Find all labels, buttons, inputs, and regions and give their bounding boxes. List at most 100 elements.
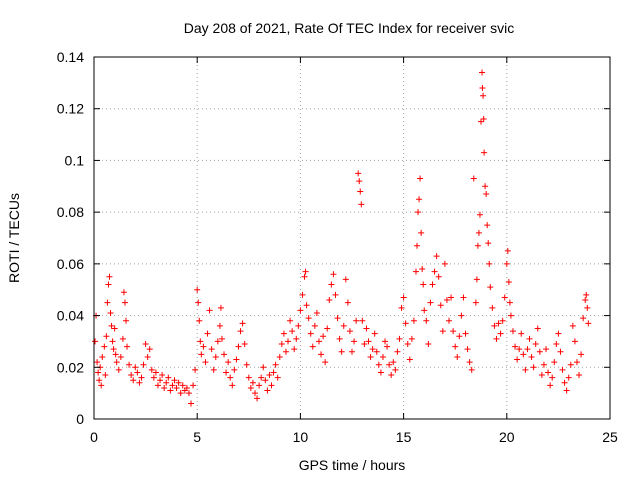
data-point: [375, 361, 382, 368]
data-point: [105, 281, 112, 288]
data-point: [450, 328, 457, 335]
data-point: [563, 387, 570, 394]
data-point: [499, 317, 506, 324]
data-point: [241, 341, 248, 348]
data-point: [474, 242, 481, 249]
data-point: [481, 149, 488, 156]
data-point: [396, 335, 403, 342]
data-point: [549, 374, 556, 381]
data-point: [173, 384, 180, 391]
data-point: [225, 359, 232, 366]
data-point: [506, 299, 513, 306]
x-tick-label: 25: [602, 429, 618, 445]
data-point: [441, 260, 448, 267]
data-point: [138, 374, 145, 381]
data-point: [258, 374, 265, 381]
data-point: [357, 188, 364, 195]
data-point: [247, 384, 254, 391]
data-point: [101, 343, 108, 350]
data-point: [210, 366, 217, 373]
data-point: [163, 379, 170, 386]
y-tick-label: 0: [76, 411, 84, 427]
data-point: [524, 346, 531, 353]
data-point: [583, 291, 590, 298]
data-point: [520, 351, 527, 358]
data-point: [315, 338, 322, 345]
data-point: [382, 338, 389, 345]
data-point: [480, 92, 487, 99]
data-point: [358, 201, 365, 208]
data-point: [361, 341, 368, 348]
data-point: [313, 309, 320, 316]
data-point: [311, 322, 318, 329]
data-point: [482, 183, 489, 190]
data-point: [192, 366, 199, 373]
data-point: [414, 242, 421, 249]
data-point: [412, 268, 419, 275]
data-point: [561, 379, 568, 386]
data-point: [142, 341, 149, 348]
data-point: [435, 273, 442, 280]
data-point: [458, 312, 465, 319]
data-point: [266, 372, 273, 379]
data-point: [555, 330, 562, 337]
data-point: [369, 346, 376, 353]
data-point: [291, 346, 298, 353]
data-point: [475, 229, 482, 236]
data-point: [157, 377, 164, 384]
data-point: [165, 374, 172, 381]
data-point: [332, 291, 339, 298]
data-point: [119, 335, 126, 342]
data-point: [497, 330, 504, 337]
data-point: [551, 359, 558, 366]
data-point: [543, 346, 550, 353]
data-point: [536, 348, 543, 355]
data-point: [363, 325, 370, 332]
data-point: [377, 369, 384, 376]
data-point: [171, 377, 178, 384]
data-point: [462, 330, 469, 337]
x-tick-label: 5: [193, 429, 201, 445]
data-point: [251, 390, 258, 397]
data-point: [483, 191, 490, 198]
data-point: [231, 366, 238, 373]
data-point: [126, 361, 133, 368]
data-point: [229, 382, 236, 389]
data-point: [254, 395, 261, 402]
data-point: [134, 369, 141, 376]
data-point: [419, 266, 426, 273]
data-point: [427, 299, 434, 306]
data-point: [128, 372, 135, 379]
data-point: [421, 307, 428, 314]
data-point: [212, 353, 219, 360]
data-point: [534, 325, 541, 332]
data-point: [198, 351, 205, 358]
data-point: [388, 372, 395, 379]
data-point: [416, 196, 423, 203]
data-point: [179, 382, 186, 389]
data-point: [299, 291, 306, 298]
data-point: [169, 382, 176, 389]
data-point: [504, 247, 511, 254]
data-point: [443, 297, 450, 304]
data-point: [302, 268, 309, 275]
data-point: [120, 289, 127, 296]
data-point: [285, 338, 292, 345]
data-point: [124, 343, 131, 350]
data-point: [324, 325, 331, 332]
data-point: [526, 335, 533, 342]
data-point: [473, 276, 480, 283]
data-point: [545, 369, 552, 376]
data-point: [578, 351, 585, 358]
data-point: [287, 317, 294, 324]
data-point: [204, 330, 211, 337]
data-point: [547, 382, 554, 389]
data-point: [130, 377, 137, 384]
data-point: [256, 382, 263, 389]
data-point: [487, 284, 494, 291]
data-point: [202, 359, 209, 366]
x-tick-label: 10: [293, 429, 309, 445]
data-point: [476, 211, 483, 218]
data-point: [567, 361, 574, 368]
data-point: [334, 315, 341, 322]
